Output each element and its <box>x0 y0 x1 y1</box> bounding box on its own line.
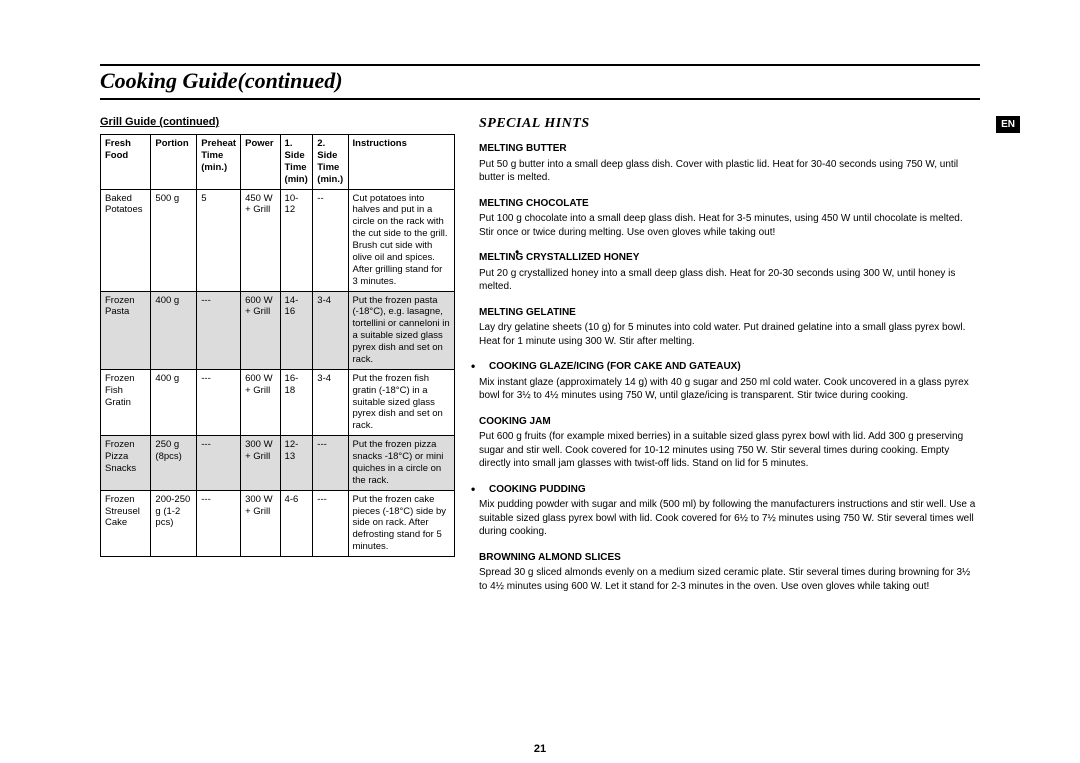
table-row: Baked Potatoes500 g5450 W + Grill10-12--… <box>101 189 455 291</box>
table-cell: Put the frozen cake pieces (-18°C) side … <box>348 490 455 556</box>
table-cell: Frozen Streusel Cake <box>101 490 151 556</box>
hint-block: COOKING GLAZE/ICING (FOR CAKE AND GATEAU… <box>479 360 980 403</box>
table-cell: 3-4 <box>313 369 348 435</box>
hint-title: MELTING GELATINE <box>479 306 980 320</box>
hint-title: COOKING GLAZE/ICING (FOR CAKE AND GATEAU… <box>479 360 980 374</box>
hint-title: COOKING JAM <box>479 415 980 429</box>
hint-block: MELTING CRYSTALLIZED HONEY Put 20 g cryst… <box>479 251 980 294</box>
table-cell: 3-4 <box>313 291 348 369</box>
table-cell: 600 W + Grill <box>241 291 280 369</box>
table-cell: 600 W + Grill <box>241 369 280 435</box>
table-cell: -- <box>313 189 348 291</box>
special-hints-title: SPECIAL HINTS <box>479 116 980 132</box>
table-cell: --- <box>313 436 348 491</box>
two-column-layout: Grill Guide (continued) FreshFood Portio… <box>100 116 980 605</box>
top-rule <box>100 64 980 66</box>
page-number: 21 <box>534 743 546 755</box>
hint-body: Spread 30 g sliced almonds evenly on a m… <box>479 566 980 593</box>
col-preheat: PreheatTime(min.) <box>197 135 241 190</box>
table-cell: --- <box>197 490 241 556</box>
table-cell: 200-250 g (1-2 pcs) <box>151 490 197 556</box>
hint-title: MELTING BUTTER <box>479 142 980 156</box>
right-column: SPECIAL HINTS MELTING BUTTER Put 50 g but… <box>479 116 980 605</box>
hint-body: Mix instant glaze (approximately 14 g) w… <box>479 376 980 403</box>
hint-body: Put 20 g crystallized honey into a small… <box>479 267 980 294</box>
table-row: Frozen Pasta400 g---600 W + Grill14-163-… <box>101 291 455 369</box>
table-cell: Frozen Pasta <box>101 291 151 369</box>
table-cell: 500 g <box>151 189 197 291</box>
table-cell: 5 <box>197 189 241 291</box>
table-cell: Frozen Fish Gratin <box>101 369 151 435</box>
hint-body: Put 600 g fruits (for example mixed berr… <box>479 430 980 471</box>
table-cell: 400 g <box>151 291 197 369</box>
page-title: Cooking Guide(continued) <box>100 68 980 100</box>
col-instructions: Instructions <box>348 135 455 190</box>
hint-title: MELTING CHOCOLATE <box>479 197 980 211</box>
hint-title: MELTING CRYSTALLIZED HONEY <box>479 251 980 265</box>
table-cell: 250 g (8pcs) <box>151 436 197 491</box>
col-side2: 2. SideTime(min.) <box>313 135 348 190</box>
hint-block: COOKING JAMPut 600 g fruits (for example… <box>479 415 980 471</box>
table-row: Frozen Fish Gratin400 g---600 W + Grill1… <box>101 369 455 435</box>
table-cell: Cut potatoes into halves and put in a ci… <box>348 189 455 291</box>
hint-block: MELTING CHOCOLATEPut 100 g chocolate int… <box>479 197 980 240</box>
hint-body: Mix pudding powder with sugar and milk (… <box>479 498 980 539</box>
col-side1: 1. SideTime(min) <box>280 135 313 190</box>
table-cell: 12-13 <box>280 436 313 491</box>
table-cell: --- <box>197 291 241 369</box>
grill-guide-table: FreshFood Portion PreheatTime(min.) Powe… <box>100 134 455 557</box>
hint-block: MELTING BUTTER Put 50 g butter into a sma… <box>479 142 980 185</box>
table-row: Frozen Streusel Cake200-250 g (1-2 pcs)-… <box>101 490 455 556</box>
col-power: Power <box>241 135 280 190</box>
table-cell: Put the frozen pizza snacks -18°C) or mi… <box>348 436 455 491</box>
table-cell: 4-6 <box>280 490 313 556</box>
table-cell: --- <box>197 436 241 491</box>
col-food: FreshFood <box>101 135 151 190</box>
table-cell: Baked Potatoes <box>101 189 151 291</box>
col-portion: Portion <box>151 135 197 190</box>
table-cell: 450 W + Grill <box>241 189 280 291</box>
table-cell: 10-12 <box>280 189 313 291</box>
table-cell: 300 W + Grill <box>241 490 280 556</box>
table-cell: Put the frozen fish gratin (-18°C) in a … <box>348 369 455 435</box>
hint-title: BROWNING ALMOND SLICES <box>479 551 980 565</box>
table-header-row: FreshFood Portion PreheatTime(min.) Powe… <box>101 135 455 190</box>
table-cell: 400 g <box>151 369 197 435</box>
table-cell: 300 W + Grill <box>241 436 280 491</box>
hint-block: COOKING PUDDINGMix pudding powder with s… <box>479 483 980 539</box>
hint-block: MELTING GELATINELay dry gelatine sheets … <box>479 306 980 349</box>
hint-body: Put 50 g butter into a small deep glass … <box>479 158 980 185</box>
hint-body: Lay dry gelatine sheets (10 g) for 5 min… <box>479 321 980 348</box>
table-cell: Frozen Pizza Snacks <box>101 436 151 491</box>
hint-body: Put 100 g chocolate into a small deep gl… <box>479 212 980 239</box>
table-cell: --- <box>313 490 348 556</box>
table-cell: --- <box>197 369 241 435</box>
table-cell: Put the frozen pasta (-18°C), e.g. lasag… <box>348 291 455 369</box>
grill-guide-heading: Grill Guide (continued) <box>100 116 455 128</box>
hint-block: BROWNING ALMOND SLICESSpread 30 g sliced… <box>479 551 980 594</box>
table-row: Frozen Pizza Snacks250 g (8pcs)---300 W … <box>101 436 455 491</box>
table-cell: 14-16 <box>280 291 313 369</box>
left-column: Grill Guide (continued) FreshFood Portio… <box>100 116 455 605</box>
hints-container: MELTING BUTTER Put 50 g butter into a sma… <box>479 142 980 593</box>
hint-title: COOKING PUDDING <box>479 483 980 497</box>
column-bullet-icon: • <box>515 245 519 259</box>
table-cell: 16-18 <box>280 369 313 435</box>
page-container: Cooking Guide(continued) Grill Guide (co… <box>0 0 1080 625</box>
